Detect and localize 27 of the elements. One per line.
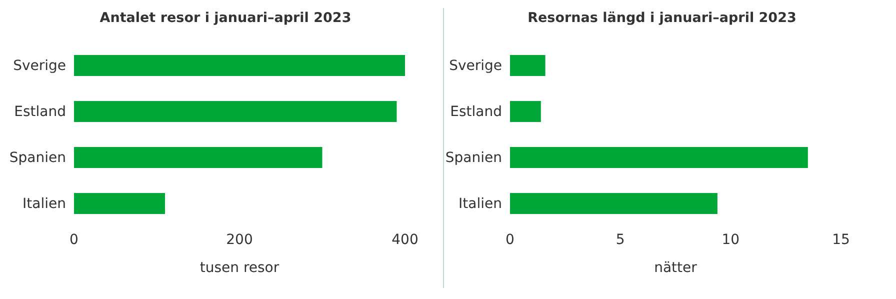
y-tick-label: Italien bbox=[22, 196, 66, 212]
x-tick-label: 5 bbox=[616, 232, 625, 248]
x-tick-label: 10 bbox=[722, 232, 740, 248]
bar bbox=[74, 101, 397, 122]
x-tick-label: 0 bbox=[70, 232, 78, 248]
x-axis-title: tusen resor bbox=[200, 260, 280, 276]
y-tick-label: Sverige bbox=[13, 58, 66, 74]
x-axis-title: nätter bbox=[654, 260, 698, 276]
y-tick-label: Estland bbox=[14, 104, 66, 120]
chart-title: Resornas längd i januari–april 2023 bbox=[526, 9, 798, 28]
y-tick-label: Spanien bbox=[9, 150, 66, 166]
bar bbox=[74, 147, 322, 168]
y-tick-label: Estland bbox=[450, 104, 502, 120]
x-tick-label: 0 bbox=[506, 232, 514, 248]
x-tick-label: 400 bbox=[392, 232, 418, 248]
bar bbox=[74, 55, 405, 76]
bar bbox=[510, 101, 541, 122]
bar bbox=[510, 147, 808, 168]
bar bbox=[74, 193, 166, 214]
y-tick-label: Italien bbox=[458, 196, 502, 212]
y-tick-label: Sverige bbox=[449, 58, 502, 74]
y-tick-label: Spanien bbox=[445, 150, 502, 166]
chart-title: Antalet resor i januari–april 2023 bbox=[98, 9, 352, 28]
bar bbox=[510, 193, 718, 214]
x-tick-label: 15 bbox=[832, 232, 850, 248]
x-tick-label: 200 bbox=[226, 232, 253, 248]
bar bbox=[510, 55, 546, 76]
